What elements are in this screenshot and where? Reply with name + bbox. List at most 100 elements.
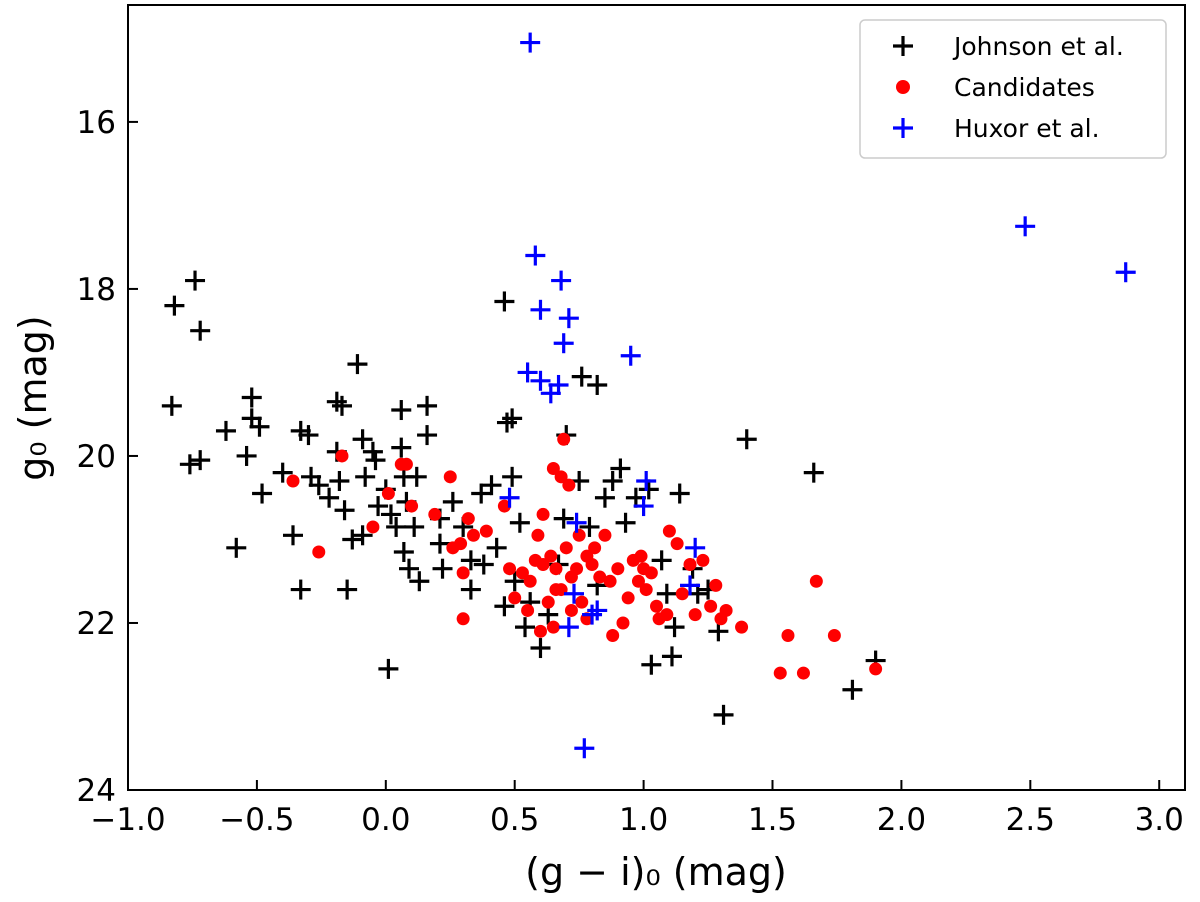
point-series-0-22 <box>326 391 347 412</box>
point-series-2-22 <box>587 600 608 621</box>
point-series-0-62 <box>496 412 517 433</box>
point-series-1-46 <box>611 562 625 576</box>
point-series-2-18 <box>680 575 701 596</box>
point-series-1-69 <box>773 666 787 680</box>
point-series-0-34 <box>368 496 389 517</box>
point-series-0-25 <box>334 500 355 521</box>
point-series-1-62 <box>688 608 702 622</box>
point-series-1-24 <box>531 528 545 542</box>
point-series-0-57 <box>473 554 494 575</box>
plot-frame <box>127 4 1186 791</box>
point-series-1-9 <box>443 470 457 484</box>
point-series-0-44 <box>406 466 427 487</box>
point-series-2-15 <box>636 471 657 492</box>
point-series-2-0 <box>520 32 541 53</box>
y-tick-label: 18 <box>77 272 116 308</box>
point-series-0-90 <box>641 654 662 675</box>
point-series-1-60 <box>675 587 689 601</box>
y-tick-label: 24 <box>77 773 116 809</box>
point-series-1-27 <box>544 549 558 563</box>
point-series-0-21 <box>337 579 358 600</box>
point-series-1-50 <box>631 574 645 588</box>
point-series-1-61 <box>683 558 697 572</box>
point-series-0-0 <box>164 295 185 316</box>
point-series-0-38 <box>391 400 412 421</box>
point-series-1-42 <box>593 570 607 584</box>
legend-entry-2: Huxor et al. <box>893 114 1100 143</box>
point-series-1-64 <box>704 599 718 613</box>
point-series-1-15 <box>456 612 470 626</box>
point-series-0-31 <box>365 450 386 471</box>
point-series-0-6 <box>215 420 236 441</box>
x-tick-label: 1.0 <box>619 802 668 838</box>
axes: −1.0 −0.5 0.0 0.5 1.0 1.5 2.0 2.5 3.0 16 18 20 22 24 <box>77 105 1184 838</box>
point-series-0-7 <box>241 387 262 408</box>
point-series-0-89 <box>664 617 685 638</box>
point-series-0-1 <box>185 270 206 291</box>
point-series-0-55 <box>460 550 481 571</box>
point-series-0-47 <box>417 395 438 416</box>
point-series-0-77 <box>579 516 600 537</box>
x-tick-label: 2.0 <box>877 802 926 838</box>
series-0 <box>161 270 886 725</box>
point-series-0-4 <box>179 454 200 475</box>
point-series-0-86 <box>651 550 672 571</box>
point-series-0-20 <box>319 487 340 508</box>
point-series-0-39 <box>391 437 412 458</box>
point-series-1-29 <box>549 562 563 576</box>
data-marks <box>161 32 1136 759</box>
y-axis-title: g₀ (mag) <box>11 315 55 481</box>
point-series-1-23 <box>536 558 550 572</box>
legend-marker-0 <box>893 36 913 56</box>
point-series-2-11 <box>1015 216 1036 237</box>
point-series-1-55 <box>650 599 663 613</box>
point-series-0-14 <box>282 525 303 546</box>
series-2 <box>499 32 1136 759</box>
point-series-0-60 <box>486 537 507 558</box>
point-series-2-3 <box>551 270 572 291</box>
x-axis-title: (g − i)₀ (mag) <box>525 850 787 894</box>
point-series-1-34 <box>559 541 573 555</box>
point-series-1-77 <box>564 603 578 617</box>
point-series-1-18 <box>503 562 517 576</box>
point-series-1-74 <box>869 662 883 676</box>
point-series-1-16 <box>479 524 493 538</box>
point-series-0-49 <box>378 658 399 679</box>
point-series-1-47 <box>616 616 630 630</box>
point-series-0-42 <box>393 541 414 562</box>
point-series-1-4 <box>381 487 395 501</box>
x-tick-label: 0.0 <box>361 802 410 838</box>
point-series-0-29 <box>355 466 376 487</box>
legend-entry-1: Candidates <box>896 73 1095 102</box>
point-series-1-45 <box>606 629 620 643</box>
point-series-2-17 <box>685 537 706 558</box>
point-series-0-82 <box>610 458 631 479</box>
point-series-1-17 <box>497 499 511 513</box>
point-series-2-16 <box>633 496 654 517</box>
point-series-0-53 <box>442 491 463 512</box>
point-series-0-67 <box>494 596 515 617</box>
point-series-1-40 <box>585 558 599 572</box>
point-series-0-64 <box>502 466 523 487</box>
point-series-0-48 <box>417 425 438 446</box>
point-series-0-78 <box>587 374 608 395</box>
point-series-1-73 <box>827 629 841 643</box>
point-series-1-1 <box>312 545 326 559</box>
point-series-1-14 <box>466 528 480 542</box>
point-series-1-30 <box>546 461 560 475</box>
point-series-0-36 <box>386 516 407 537</box>
point-series-1-37 <box>572 528 586 542</box>
point-series-1-19 <box>508 591 522 605</box>
point-series-1-76 <box>546 620 560 634</box>
point-series-1-44 <box>603 574 617 588</box>
point-series-2-4 <box>558 308 579 329</box>
point-series-0-11 <box>252 483 273 504</box>
point-series-1-32 <box>557 432 571 446</box>
point-series-0-83 <box>615 512 636 533</box>
point-series-1-21 <box>523 574 537 588</box>
point-series-0-28 <box>352 429 373 450</box>
point-series-0-63 <box>502 408 523 429</box>
point-series-0-3 <box>161 395 182 416</box>
point-series-1-68 <box>735 620 749 634</box>
